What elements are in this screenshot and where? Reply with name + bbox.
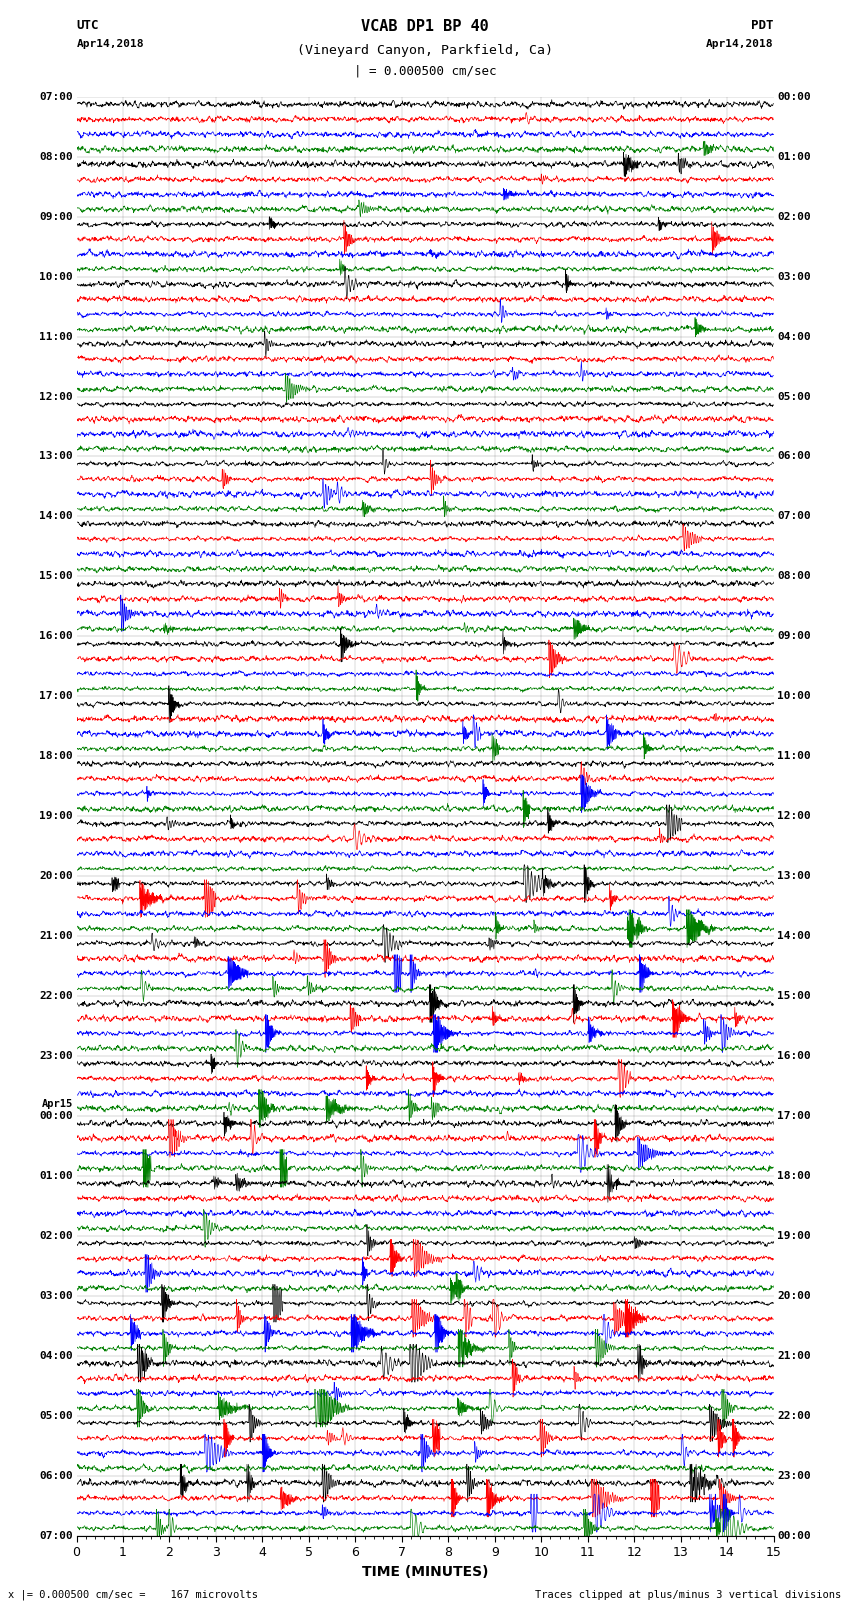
Text: 19:00: 19:00 bbox=[777, 1231, 811, 1240]
Text: PDT: PDT bbox=[751, 19, 774, 32]
X-axis label: TIME (MINUTES): TIME (MINUTES) bbox=[362, 1565, 488, 1579]
Text: 22:00: 22:00 bbox=[777, 1411, 811, 1421]
Text: 00:00: 00:00 bbox=[39, 1111, 73, 1121]
Text: 01:00: 01:00 bbox=[39, 1171, 73, 1181]
Text: 12:00: 12:00 bbox=[39, 392, 73, 402]
Text: 14:00: 14:00 bbox=[777, 931, 811, 940]
Text: 02:00: 02:00 bbox=[777, 211, 811, 221]
Text: 21:00: 21:00 bbox=[777, 1350, 811, 1361]
Text: 09:00: 09:00 bbox=[39, 211, 73, 221]
Text: 00:00: 00:00 bbox=[777, 92, 811, 102]
Text: 07:00: 07:00 bbox=[39, 1531, 73, 1540]
Text: 02:00: 02:00 bbox=[39, 1231, 73, 1240]
Text: 07:00: 07:00 bbox=[39, 92, 73, 102]
Text: Apr14,2018: Apr14,2018 bbox=[706, 39, 774, 48]
Text: 23:00: 23:00 bbox=[39, 1052, 73, 1061]
Text: 04:00: 04:00 bbox=[777, 332, 811, 342]
Text: 17:00: 17:00 bbox=[777, 1111, 811, 1121]
Text: 11:00: 11:00 bbox=[777, 752, 811, 761]
Text: 13:00: 13:00 bbox=[39, 452, 73, 461]
Text: 11:00: 11:00 bbox=[39, 332, 73, 342]
Text: 08:00: 08:00 bbox=[777, 571, 811, 581]
Text: 22:00: 22:00 bbox=[39, 990, 73, 1002]
Text: 05:00: 05:00 bbox=[39, 1411, 73, 1421]
Text: Traces clipped at plus/minus 3 vertical divisions: Traces clipped at plus/minus 3 vertical … bbox=[536, 1590, 842, 1600]
Text: 18:00: 18:00 bbox=[39, 752, 73, 761]
Text: 06:00: 06:00 bbox=[39, 1471, 73, 1481]
Text: 23:00: 23:00 bbox=[777, 1471, 811, 1481]
Text: 19:00: 19:00 bbox=[39, 811, 73, 821]
Text: 03:00: 03:00 bbox=[777, 271, 811, 282]
Text: 12:00: 12:00 bbox=[777, 811, 811, 821]
Text: 17:00: 17:00 bbox=[39, 692, 73, 702]
Text: 15:00: 15:00 bbox=[39, 571, 73, 581]
Text: 01:00: 01:00 bbox=[777, 152, 811, 161]
Text: 18:00: 18:00 bbox=[777, 1171, 811, 1181]
Text: 10:00: 10:00 bbox=[39, 271, 73, 282]
Text: UTC: UTC bbox=[76, 19, 99, 32]
Text: 20:00: 20:00 bbox=[39, 871, 73, 881]
Text: 05:00: 05:00 bbox=[777, 392, 811, 402]
Text: 21:00: 21:00 bbox=[39, 931, 73, 940]
Text: Apr14,2018: Apr14,2018 bbox=[76, 39, 144, 48]
Text: 13:00: 13:00 bbox=[777, 871, 811, 881]
Text: 03:00: 03:00 bbox=[39, 1290, 73, 1300]
Text: x |= 0.000500 cm/sec =    167 microvolts: x |= 0.000500 cm/sec = 167 microvolts bbox=[8, 1589, 258, 1600]
Text: | = 0.000500 cm/sec: | = 0.000500 cm/sec bbox=[354, 65, 496, 77]
Text: 04:00: 04:00 bbox=[39, 1350, 73, 1361]
Text: 16:00: 16:00 bbox=[777, 1052, 811, 1061]
Text: 20:00: 20:00 bbox=[777, 1290, 811, 1300]
Text: 10:00: 10:00 bbox=[777, 692, 811, 702]
Text: Apr15: Apr15 bbox=[42, 1100, 73, 1110]
Text: 00:00: 00:00 bbox=[777, 1531, 811, 1540]
Text: 15:00: 15:00 bbox=[777, 990, 811, 1002]
Text: 09:00: 09:00 bbox=[777, 631, 811, 642]
Text: 07:00: 07:00 bbox=[777, 511, 811, 521]
Text: 06:00: 06:00 bbox=[777, 452, 811, 461]
Text: VCAB DP1 BP 40: VCAB DP1 BP 40 bbox=[361, 19, 489, 34]
Text: 08:00: 08:00 bbox=[39, 152, 73, 161]
Text: 16:00: 16:00 bbox=[39, 631, 73, 642]
Text: 14:00: 14:00 bbox=[39, 511, 73, 521]
Text: (Vineyard Canyon, Parkfield, Ca): (Vineyard Canyon, Parkfield, Ca) bbox=[297, 44, 553, 56]
